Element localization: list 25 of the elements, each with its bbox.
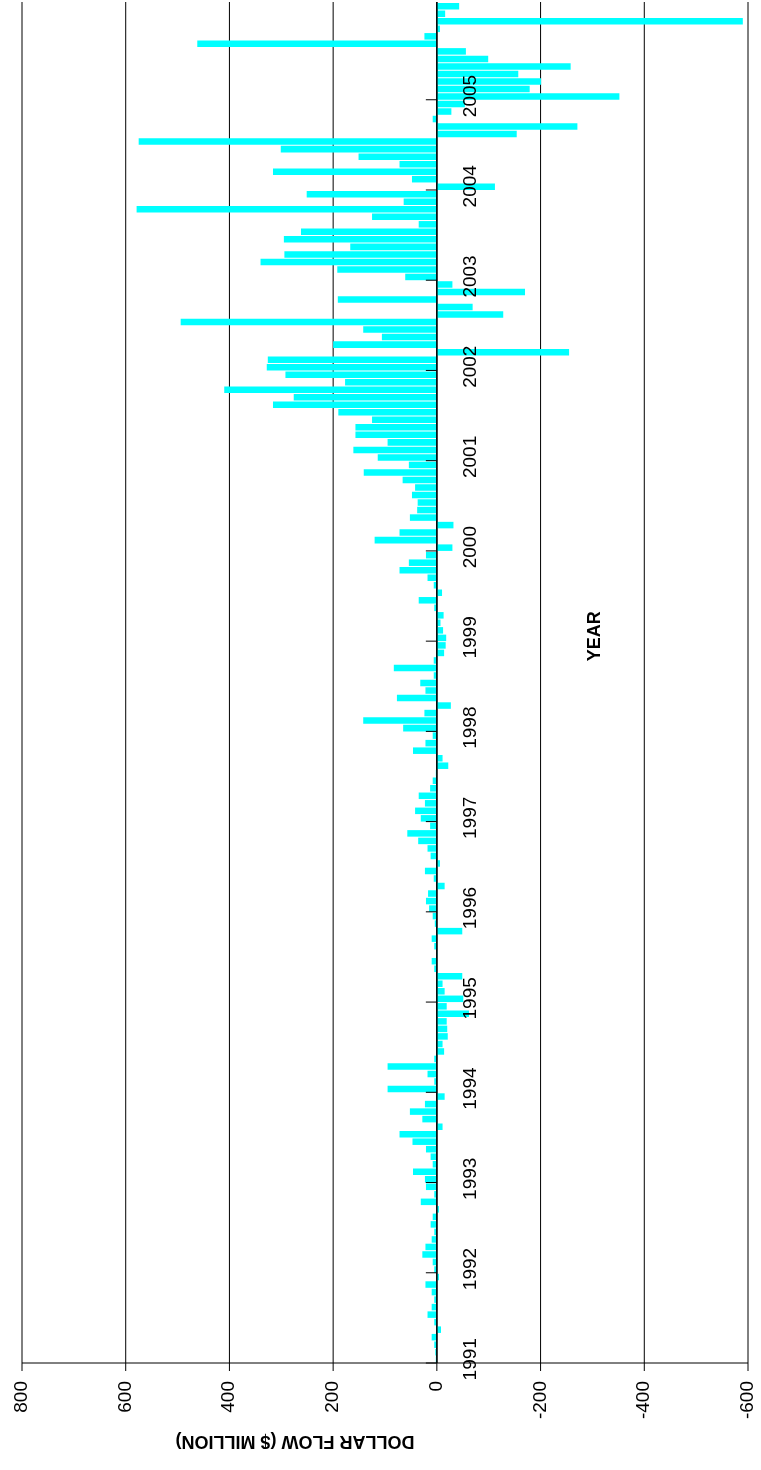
x-tick-label: 200	[321, 1381, 343, 1413]
y-tick-label: 1993	[458, 1157, 480, 1200]
y-tick-label: 1996	[458, 886, 480, 930]
x-tick-label: 600	[113, 1381, 135, 1413]
y-axis-title: YEAR	[583, 611, 604, 662]
y-tick-label: 1997	[458, 796, 480, 839]
y-tick-label: 2000	[458, 526, 480, 569]
x-tick-label: -600	[736, 1381, 758, 1420]
y-tick-label: 2003	[458, 255, 480, 298]
x-tick-label: -400	[632, 1381, 654, 1420]
y-tick-label: 1994	[458, 1066, 480, 1110]
y-tick-label: 1999	[458, 616, 480, 659]
x-tick-label: 800	[10, 1381, 32, 1413]
y-tick-label: 1998	[458, 706, 480, 749]
y-tick-label: 2001	[458, 435, 480, 479]
x-tick-label: -200	[528, 1381, 550, 1420]
x-tick-label: 0	[424, 1381, 446, 1392]
x-tick-label: 400	[217, 1381, 239, 1413]
y-tick-label: 1995	[458, 977, 480, 1020]
y-tick-label: 2004	[458, 164, 480, 208]
y-tick-label: 1991	[458, 1338, 480, 1381]
x-axis-title: DOLLAR FLOW ($ MILLION)	[175, 1432, 415, 1453]
y-tick-label: 1992	[458, 1247, 480, 1291]
y-tick-label: 2002	[458, 345, 480, 388]
y-tick-label: 2005	[458, 74, 480, 118]
